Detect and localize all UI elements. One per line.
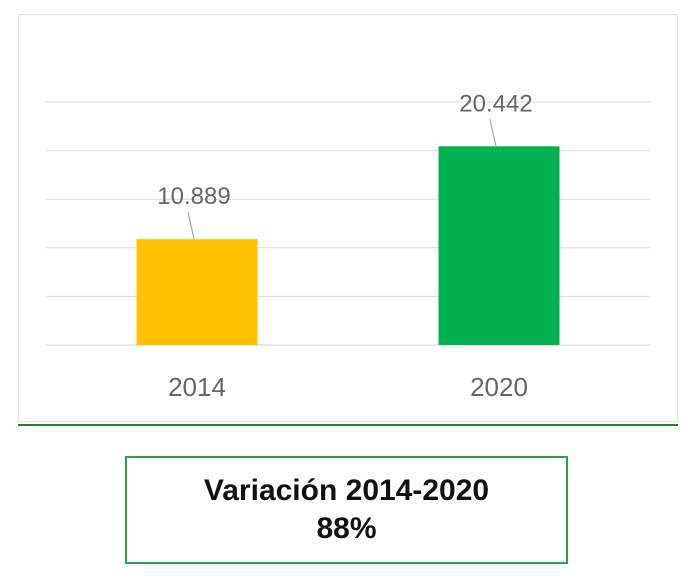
leader-line [187, 212, 195, 240]
bar-2014 [136, 239, 258, 345]
chart-frame [18, 14, 678, 422]
summary-title: Variación 2014-2020 [203, 474, 490, 507]
x-tick-label: 2020 [470, 372, 528, 402]
summary-value: 88% [316, 512, 377, 545]
data-label: 20.442 [459, 90, 532, 117]
x-tick-label: 2014 [168, 372, 226, 402]
summary-box: Variación 2014-2020 88% [125, 456, 568, 564]
divider-line [18, 424, 678, 426]
bar-chart: 10.889 2014 20.442 2020 [46, 90, 650, 402]
data-label: 10.889 [157, 183, 230, 210]
bar-2020 [438, 146, 560, 345]
leader-line [489, 119, 497, 147]
